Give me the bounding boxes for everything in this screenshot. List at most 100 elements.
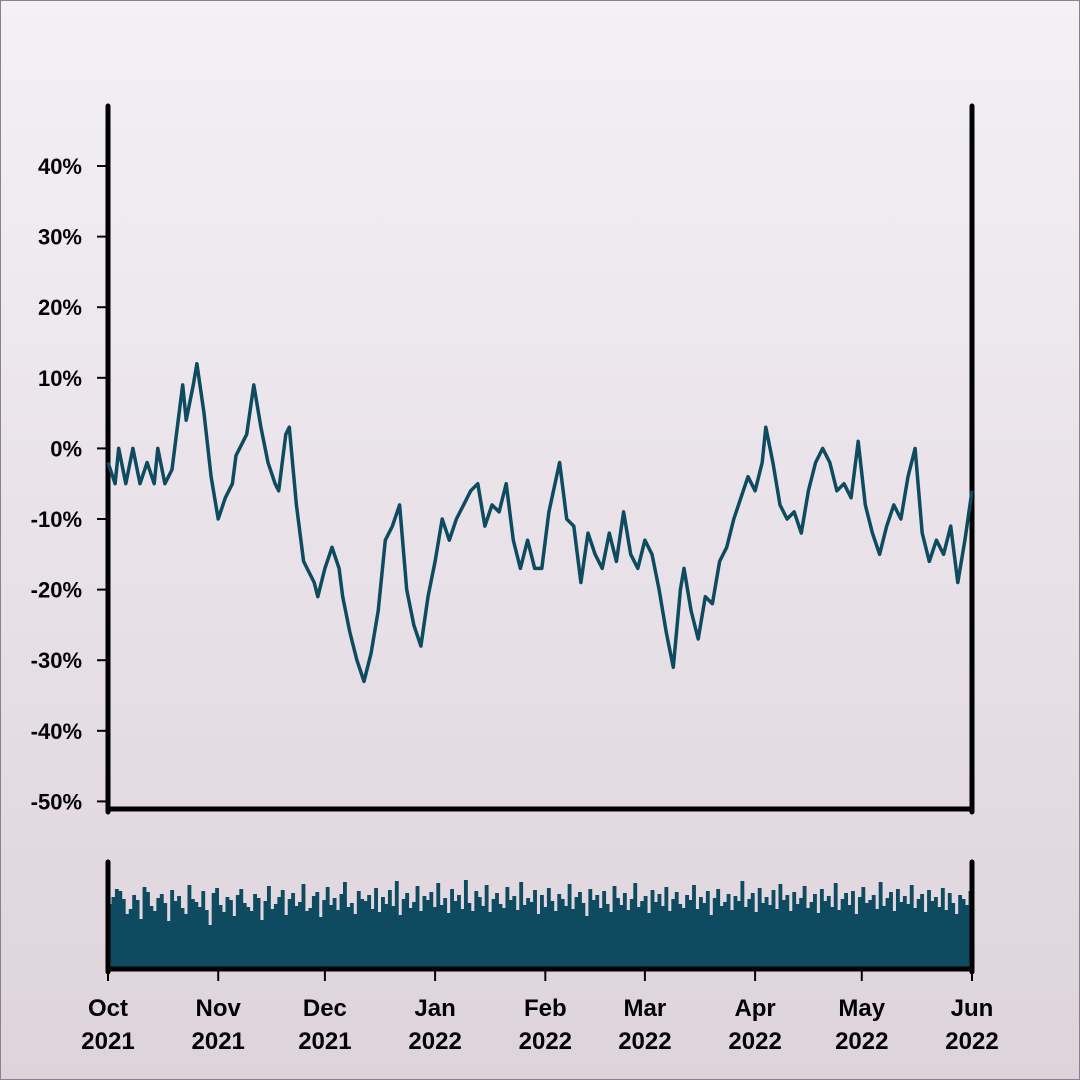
volume-bar xyxy=(266,886,271,969)
volume-bar xyxy=(840,899,845,969)
volume-bar xyxy=(609,912,613,969)
volume-bar xyxy=(730,910,734,969)
volume-bar xyxy=(232,916,237,969)
volume-bar xyxy=(560,899,565,969)
volume-bar xyxy=(702,903,707,969)
volume-bar xyxy=(443,898,448,969)
volume-bar xyxy=(657,894,662,969)
volume-bar xyxy=(775,909,779,969)
volume-bar xyxy=(170,890,175,969)
volume-bar xyxy=(215,888,219,969)
volume-bar xyxy=(294,906,299,969)
volume-bar xyxy=(204,910,209,969)
x-tick-month-label: Jan xyxy=(414,995,455,1022)
volume-bar xyxy=(933,897,938,969)
volume-bar xyxy=(394,881,399,969)
volume-bar xyxy=(636,907,641,969)
volume-bar xyxy=(906,904,911,969)
volume-bar xyxy=(201,891,206,969)
volume-bar xyxy=(837,910,842,969)
volume-bar xyxy=(432,907,437,969)
volume-bar xyxy=(654,902,658,969)
volume-bar xyxy=(505,887,510,969)
volume-bar xyxy=(764,897,769,969)
volume-bar xyxy=(619,905,624,969)
x-tick-year-label: 2022 xyxy=(728,1028,781,1055)
volume-bar xyxy=(605,904,610,969)
volume-panel xyxy=(105,859,975,975)
volume-bar xyxy=(146,892,150,969)
volume-bar xyxy=(184,914,188,969)
volume-bar xyxy=(854,914,859,969)
y-tick-label: 10% xyxy=(38,366,82,391)
volume-bar xyxy=(142,887,147,969)
x-tick-year-label: 2021 xyxy=(81,1028,134,1055)
volume-bar xyxy=(695,909,700,969)
volume-bar xyxy=(356,891,361,969)
volume-bar xyxy=(895,889,900,969)
volume-bar xyxy=(173,901,178,969)
volume-bar xyxy=(125,914,130,969)
y-tick-label: -50% xyxy=(31,789,82,814)
volume-bar xyxy=(750,893,755,969)
volume-bar xyxy=(412,902,416,969)
volume-bar xyxy=(301,884,306,969)
volume-bar xyxy=(118,891,123,969)
volume-bar xyxy=(851,891,855,969)
volume-bar xyxy=(861,887,866,969)
volume-bar xyxy=(698,897,703,969)
volume-bar xyxy=(484,885,489,969)
volume-bar xyxy=(743,907,748,969)
y-tick-label: 30% xyxy=(38,225,82,250)
volume-bar xyxy=(871,895,876,969)
volume-bar xyxy=(208,925,213,969)
volume-bar xyxy=(325,887,330,969)
volume-bar xyxy=(163,903,168,969)
price-panel: 40% 30% 20% 10% 0% -10% -20% -30% -40% -50% xyxy=(31,103,975,815)
volume-bar xyxy=(546,888,551,969)
volume-bar xyxy=(519,882,524,969)
volume-bar xyxy=(909,885,914,969)
volume-bar xyxy=(557,894,562,969)
volume-bar xyxy=(222,912,226,969)
volume-bar xyxy=(965,905,969,969)
volume-bar xyxy=(889,892,893,969)
volume-bar xyxy=(436,883,441,969)
volume-bar xyxy=(875,909,880,969)
volume-bar xyxy=(197,907,202,969)
volume-bar xyxy=(571,909,575,969)
volume-bar xyxy=(298,902,302,969)
volume-bar xyxy=(564,906,569,969)
volume-bar xyxy=(401,899,406,969)
volume-bar xyxy=(622,893,627,969)
volume-bar xyxy=(550,901,555,969)
volume-bar xyxy=(781,900,786,969)
volume-bar xyxy=(778,884,783,969)
volume-bar xyxy=(381,897,385,969)
volume-bar xyxy=(439,905,444,969)
volume-bar xyxy=(463,880,468,969)
x-tick-month-label: Oct xyxy=(88,995,128,1022)
volume-bar xyxy=(526,898,531,969)
volume-bar xyxy=(180,908,185,969)
volume-bar xyxy=(512,896,517,969)
volume-bar xyxy=(543,907,548,969)
volume-bar xyxy=(218,905,223,969)
volume-bar xyxy=(813,894,817,969)
volume-bar xyxy=(882,906,886,969)
volume-bar xyxy=(387,890,392,969)
volume-bar xyxy=(947,893,952,969)
volume-bar xyxy=(595,895,600,969)
x-tick-month-label: Apr xyxy=(734,995,775,1022)
volume-bar xyxy=(629,899,634,969)
volume-bar xyxy=(709,915,714,969)
volume-bar xyxy=(508,900,513,969)
volume-bar xyxy=(612,886,617,969)
volume-bar xyxy=(481,906,486,969)
volume-bar xyxy=(740,881,745,969)
volume-bar xyxy=(685,895,690,969)
volume-bar xyxy=(135,900,140,969)
volume-bar xyxy=(591,900,596,969)
volume-bar xyxy=(823,901,828,969)
